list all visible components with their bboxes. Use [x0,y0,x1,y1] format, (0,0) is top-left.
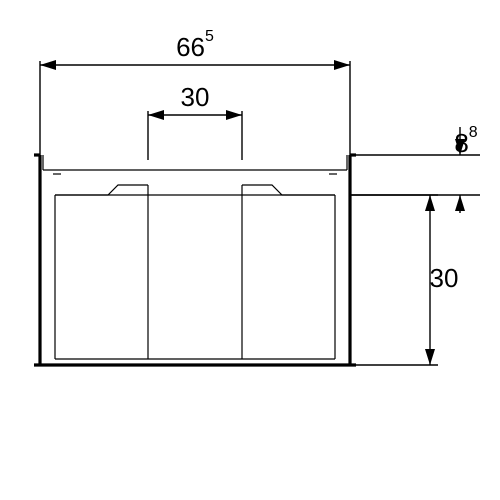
dim-rail-height: 88 [454,124,477,158]
technical-drawing: 665 30 88 30 [0,0,500,500]
dim-overall-width: 665 [176,28,214,62]
dim-panel-height: 30 [430,263,459,293]
dim-inner-width: 30 [181,82,210,112]
